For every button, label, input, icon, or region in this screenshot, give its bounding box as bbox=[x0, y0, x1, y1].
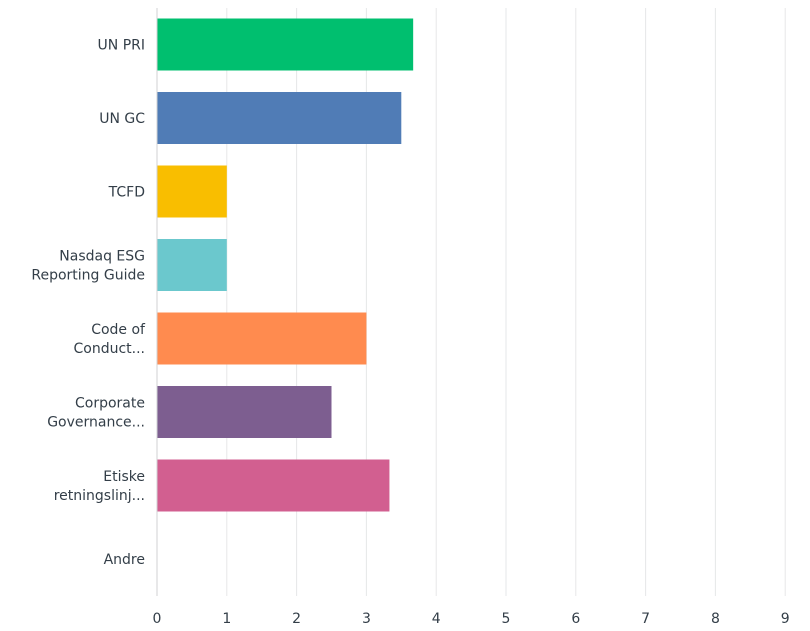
category-label: Governance... bbox=[47, 415, 145, 431]
category-label: Code of bbox=[91, 322, 146, 338]
bars bbox=[157, 18, 414, 512]
x-tick-label: 9 bbox=[781, 611, 790, 627]
x-tick-label: 7 bbox=[641, 611, 650, 627]
x-tick-label: 2 bbox=[292, 611, 301, 627]
category-label: Andre bbox=[104, 552, 145, 568]
category-label: Conduct... bbox=[73, 341, 145, 357]
category-label: Corporate bbox=[75, 396, 145, 412]
x-tick-label: 1 bbox=[222, 611, 231, 627]
x-tick-labels: 0 1 2 3 4 5 6 7 8 9 bbox=[153, 611, 790, 627]
category-label: TCFD bbox=[108, 185, 145, 201]
x-tick-label: 5 bbox=[502, 611, 511, 627]
bar bbox=[157, 92, 402, 144]
category-label: retningslinj... bbox=[54, 488, 145, 504]
category-label: Etiske bbox=[103, 469, 145, 485]
bar bbox=[157, 239, 227, 291]
category-label: UN GC bbox=[99, 111, 145, 127]
bar bbox=[157, 165, 227, 218]
x-tick-label: 3 bbox=[362, 611, 371, 627]
bar bbox=[157, 459, 390, 512]
category-labels: UN PRI UN GC TCFD Nasdaq ESG Reporting Guide… bbox=[31, 38, 146, 569]
bar bbox=[157, 312, 367, 365]
bar bbox=[157, 18, 414, 71]
x-tick-label: 6 bbox=[571, 611, 580, 627]
category-label: Reporting Guide bbox=[31, 268, 145, 284]
bar bbox=[157, 386, 332, 438]
x-tick-label: 8 bbox=[711, 611, 720, 627]
category-label: Nasdaq ESG bbox=[59, 249, 145, 265]
category-label: UN PRI bbox=[98, 38, 145, 54]
x-tick-label: 0 bbox=[153, 611, 162, 627]
x-tick-label: 4 bbox=[432, 611, 441, 627]
